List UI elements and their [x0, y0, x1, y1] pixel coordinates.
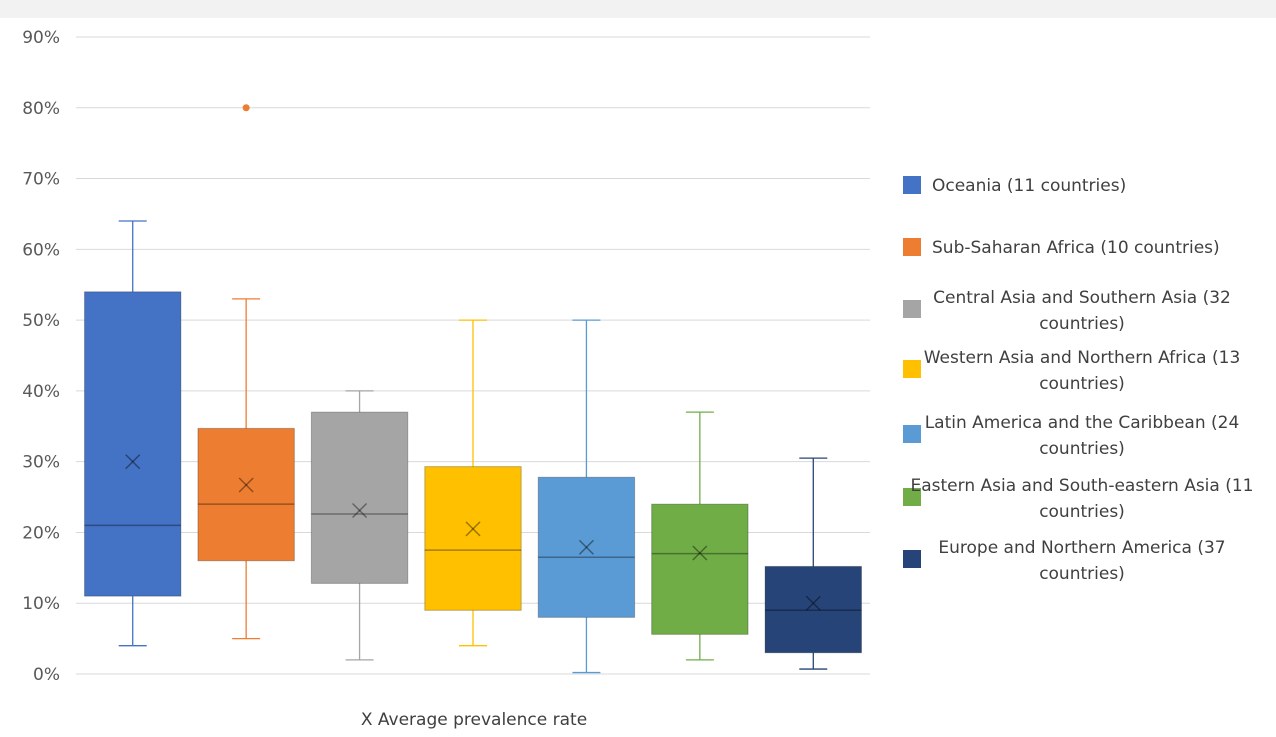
y-tick-label: 0%	[33, 665, 60, 685]
legend-item: Central Asia and Southern Asia (32 countr…	[903, 288, 1231, 334]
y-tick-label: 50%	[22, 311, 60, 331]
legend-item: Latin America and the Caribbean (24 count…	[903, 413, 1239, 459]
legend-swatch	[903, 300, 921, 318]
mean-marker	[692, 545, 708, 561]
legend-label: Western Asia and Northern Africa (13 coun…	[924, 348, 1241, 394]
legend-item: Europe and Northern America (37 countries…	[903, 538, 1226, 584]
box-1	[84, 220, 182, 647]
legend-swatch	[903, 425, 921, 443]
boxplot-chart: 0% 10% 20% 30% 40% 50% 60% 70% 80% 90% X Average …	[22, 28, 1254, 730]
iqr-box	[651, 503, 749, 635]
box-2	[197, 104, 295, 640]
mean-marker	[805, 595, 821, 611]
legend-item: Western Asia and Northern Africa (13 coun…	[903, 348, 1240, 394]
y-tick-label: 40%	[22, 382, 60, 402]
y-axis-ticks: 0% 10% 20% 30% 40% 50% 60% 70% 80% 90%	[22, 28, 60, 685]
x-axis-title: X Average prevalence rate	[361, 710, 587, 730]
y-tick-label: 20%	[22, 523, 60, 543]
legend-swatch	[903, 550, 921, 568]
box-6	[651, 411, 749, 661]
y-tick-label: 70%	[22, 170, 60, 190]
legend-label: Eastern Asia and South-eastern Asia (11 c…	[911, 476, 1254, 522]
legend-label: Oceania (11 countries)	[932, 176, 1126, 196]
legend-label: Latin America and the Caribbean (24 count…	[925, 413, 1240, 459]
iqr-box	[424, 466, 522, 611]
legend-swatch	[903, 238, 921, 256]
mean-marker	[125, 454, 141, 470]
y-tick-label: 90%	[22, 28, 60, 48]
legend: Oceania (11 countries) Sub-Saharan Africa…	[903, 176, 1254, 584]
legend-swatch	[903, 360, 921, 378]
boxes	[84, 104, 862, 674]
mean-marker	[352, 502, 368, 519]
legend-item: Oceania (11 countries)	[903, 176, 1126, 196]
mean-marker	[352, 502, 368, 519]
legend-label: Sub-Saharan Africa (10 countries)	[932, 238, 1220, 258]
iqr-box	[537, 476, 636, 618]
mean-marker	[465, 521, 481, 537]
mean-marker	[578, 539, 594, 555]
box-7	[764, 457, 862, 670]
outlier-point	[242, 104, 250, 112]
legend-swatch	[903, 488, 921, 506]
iqr-box	[764, 565, 862, 654]
chart-area: 0% 10% 20% 30% 40% 50% 60% 70% 80% 90% X Average …	[0, 18, 1276, 737]
legend-label: Europe and Northern America (37 countries…	[938, 538, 1225, 584]
mean-marker	[238, 477, 254, 493]
legend-label: Central Asia and Southern Asia (32 countr…	[933, 288, 1231, 334]
y-tick-label: 10%	[22, 594, 60, 614]
y-tick-label: 60%	[22, 240, 60, 260]
mean-marker	[238, 477, 254, 493]
box-4	[424, 319, 522, 647]
iqr-box	[310, 411, 409, 584]
iqr-box	[84, 291, 182, 597]
mean-marker	[578, 539, 594, 555]
mean-marker	[465, 521, 481, 537]
mean-marker	[125, 454, 141, 470]
box-3	[310, 390, 409, 661]
legend-item: Sub-Saharan Africa (10 countries)	[903, 238, 1220, 258]
legend-swatch	[903, 176, 921, 194]
box-5	[537, 319, 636, 674]
y-tick-label: 80%	[22, 99, 60, 119]
mean-marker	[805, 595, 821, 611]
mean-marker	[692, 545, 708, 561]
iqr-box	[197, 427, 295, 562]
y-tick-label: 30%	[22, 453, 60, 473]
legend-item: Eastern Asia and South-eastern Asia (11 c…	[903, 476, 1254, 522]
